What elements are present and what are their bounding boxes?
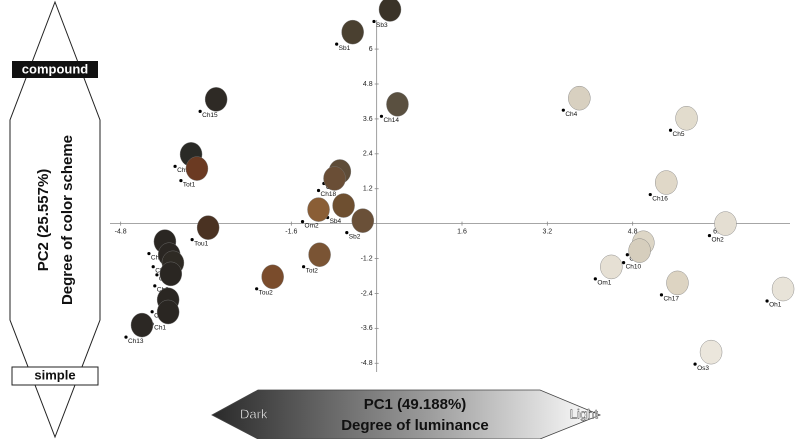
chicken-icon xyxy=(160,262,182,286)
point-label: Tou2 xyxy=(259,290,273,297)
chicken-icon xyxy=(197,216,219,240)
point-label: Oh1 xyxy=(769,302,782,309)
chicken-icon xyxy=(131,313,153,337)
chicken-icon xyxy=(308,198,330,222)
point-label: Os3 xyxy=(697,365,709,372)
chart: compound simple PC2 (25.557%) Degree of … xyxy=(0,0,796,439)
chicken-icon xyxy=(379,0,401,21)
y-tick-label: -4.8 xyxy=(361,360,373,367)
chicken-icon xyxy=(714,212,736,236)
point-label: Ch15 xyxy=(202,112,218,119)
chicken-icon xyxy=(629,239,651,263)
y-tick-label: -2.4 xyxy=(361,290,373,297)
chicken-icon xyxy=(324,166,346,190)
y-tick-label: 1.2 xyxy=(363,186,373,193)
point-label: Om2 xyxy=(305,222,319,229)
point-label: Tot1 xyxy=(183,181,196,188)
point-label: Oh2 xyxy=(711,236,724,243)
x-tick-label: 1.6 xyxy=(457,228,467,235)
x-description: Degree of luminance xyxy=(341,417,489,434)
point-label: Tot2 xyxy=(306,267,319,274)
point-label: Ch13 xyxy=(128,338,144,345)
point-label: Ch4 xyxy=(565,111,577,118)
x-tick-label: 3.2 xyxy=(542,228,552,235)
chicken-icon xyxy=(676,106,698,130)
y-tick-label: 6 xyxy=(369,46,373,53)
chicken-icon xyxy=(352,209,374,233)
chicken-icon xyxy=(772,277,794,301)
point-label: Ch18 xyxy=(321,191,337,198)
chicken-icon xyxy=(568,86,590,110)
chicken-icon xyxy=(655,171,677,195)
page: compound simple PC2 (25.557%) Degree of … xyxy=(0,0,796,439)
chicken-icon xyxy=(700,340,722,364)
point-label: Ch16 xyxy=(652,195,668,202)
y-tick-label: -3.6 xyxy=(361,325,373,332)
point-label: Ch5 xyxy=(673,131,685,138)
y-label: PC2 (25.557%) xyxy=(35,169,52,272)
chicken-icon xyxy=(342,20,364,44)
y-tick-label: -1.2 xyxy=(361,255,373,262)
chicken-icon xyxy=(186,157,208,181)
chicken-icon xyxy=(309,243,331,267)
point-label: Ch10 xyxy=(626,263,642,270)
point-label: Sb3 xyxy=(376,22,388,29)
point-label: Sb1 xyxy=(339,45,351,52)
point-label: Ch14 xyxy=(383,117,399,124)
y-tick-label: 4.8 xyxy=(363,81,373,88)
y-high: compound xyxy=(22,61,88,76)
chicken-icon xyxy=(333,194,355,218)
chicken-icon xyxy=(386,92,408,116)
x-tick-label: -1.6 xyxy=(285,228,297,235)
point-label: Ch1 xyxy=(154,325,166,332)
point-label: Sb4 xyxy=(330,218,342,225)
y-low: simple xyxy=(34,367,75,382)
point-label: Sb2 xyxy=(349,233,361,240)
chicken-icon xyxy=(666,271,688,295)
x-label: PC1 (49.188%) xyxy=(364,396,467,413)
y-tick-label: 3.6 xyxy=(363,116,373,123)
y-description: Degree of color scheme xyxy=(59,135,76,305)
chicken-icon xyxy=(205,87,227,111)
x-high: Light xyxy=(570,406,599,421)
chicken-icon xyxy=(262,265,284,289)
x-tick-label: -4.8 xyxy=(115,228,127,235)
chicken-icon xyxy=(157,300,179,324)
point-label: Om1 xyxy=(597,280,611,287)
point-label: Tou1 xyxy=(194,240,208,247)
point-label: Ch17 xyxy=(663,296,679,303)
x-low: Dark xyxy=(240,406,268,421)
y-tick-label: 2.4 xyxy=(363,151,373,158)
chicken-icon xyxy=(600,255,622,279)
